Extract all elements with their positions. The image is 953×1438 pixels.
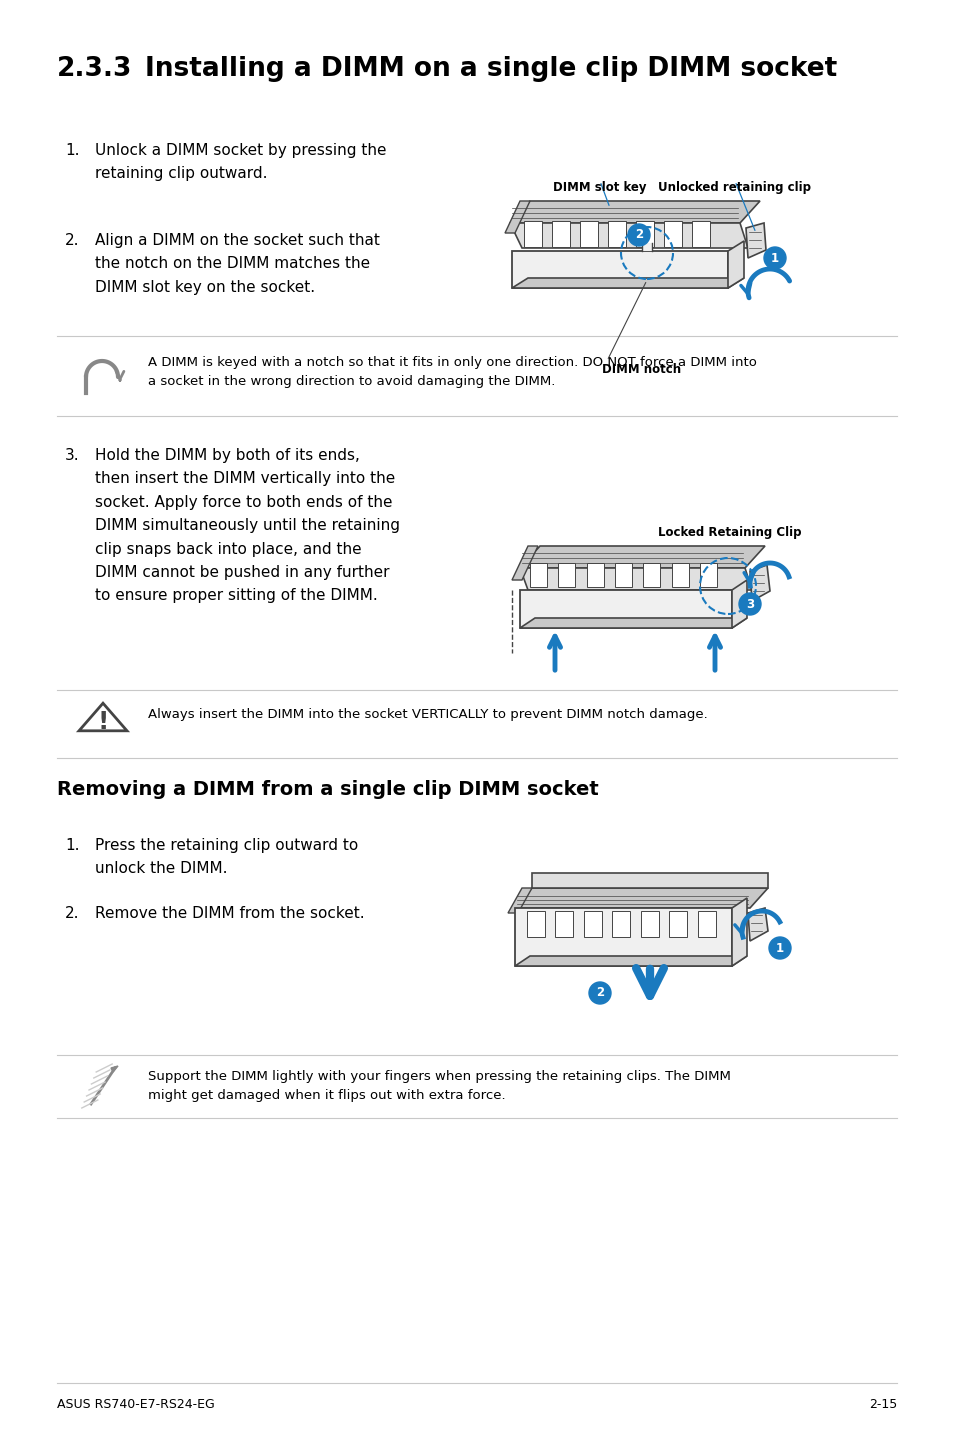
Bar [671, 564, 688, 587]
Text: 1.: 1. [65, 142, 79, 158]
Polygon shape [515, 956, 746, 966]
Polygon shape [727, 242, 743, 288]
Bar [698, 912, 716, 938]
Bar [636, 221, 654, 247]
Text: Support the DIMM lightly with your fingers when pressing the retaining clips. Th: Support the DIMM lightly with your finge… [148, 1070, 730, 1102]
Bar [640, 912, 659, 938]
Text: Installing a DIMM on a single clip DIMM socket: Installing a DIMM on a single clip DIMM … [145, 56, 837, 82]
Text: 3: 3 [745, 598, 753, 611]
Text: 1: 1 [775, 942, 783, 955]
Polygon shape [111, 1066, 118, 1071]
Polygon shape [519, 546, 764, 568]
Text: Always insert the DIMM into the socket VERTICALLY to prevent DIMM notch damage.: Always insert the DIMM into the socket V… [148, 707, 707, 720]
Bar [579, 221, 598, 247]
Bar [612, 912, 630, 938]
Text: Removing a DIMM from a single clip DIMM socket: Removing a DIMM from a single clip DIMM … [57, 779, 598, 800]
Polygon shape [731, 580, 746, 628]
Bar [583, 912, 601, 938]
Text: A DIMM is keyed with a notch so that it fits in only one direction. DO NOT force: A DIMM is keyed with a notch so that it … [148, 357, 756, 387]
Text: Press the retaining clip outward to
unlock the DIMM.: Press the retaining clip outward to unlo… [95, 838, 358, 876]
Circle shape [739, 592, 760, 615]
Polygon shape [731, 897, 746, 966]
Text: Locked Retaining Clip: Locked Retaining Clip [658, 526, 801, 539]
Bar [642, 564, 659, 587]
Bar [555, 912, 573, 938]
Polygon shape [507, 889, 532, 913]
Bar [700, 564, 717, 587]
Text: 2.: 2. [65, 233, 79, 247]
Bar [558, 564, 575, 587]
Bar [530, 564, 546, 587]
Polygon shape [510, 223, 747, 247]
Bar [526, 912, 544, 938]
Bar [552, 221, 569, 247]
Bar [641, 243, 651, 252]
Text: Align a DIMM on the socket such that
the notch on the DIMM matches the
DIMM slot: Align a DIMM on the socket such that the… [95, 233, 379, 295]
Text: 2: 2 [635, 229, 642, 242]
Text: 2: 2 [596, 986, 603, 999]
Polygon shape [515, 907, 731, 966]
Polygon shape [512, 252, 727, 288]
Circle shape [627, 224, 649, 246]
Polygon shape [515, 889, 767, 907]
Polygon shape [532, 873, 767, 889]
Polygon shape [747, 907, 767, 940]
Polygon shape [519, 618, 746, 628]
Bar [523, 221, 541, 247]
Text: 2.3.3: 2.3.3 [57, 56, 132, 82]
Text: ASUS RS740-E7-RS24-EG: ASUS RS740-E7-RS24-EG [57, 1398, 214, 1411]
Polygon shape [745, 223, 765, 257]
Circle shape [588, 982, 610, 1004]
Text: Unlocked retaining clip: Unlocked retaining clip [658, 181, 811, 194]
Text: Hold the DIMM by both of its ends,
then insert the DIMM vertically into the
sock: Hold the DIMM by both of its ends, then … [95, 449, 399, 604]
Bar [615, 564, 631, 587]
Polygon shape [519, 568, 751, 590]
Text: DIMM slot key: DIMM slot key [553, 181, 646, 194]
Polygon shape [749, 565, 769, 601]
Text: 1: 1 [770, 252, 779, 265]
Text: Unlock a DIMM socket by pressing the
retaining clip outward.: Unlock a DIMM socket by pressing the ret… [95, 142, 386, 181]
Text: Remove the DIMM from the socket.: Remove the DIMM from the socket. [95, 906, 364, 920]
Circle shape [768, 938, 790, 959]
Text: 2.: 2. [65, 906, 79, 920]
Text: 2-15: 2-15 [868, 1398, 896, 1411]
Text: 1.: 1. [65, 838, 79, 853]
Polygon shape [512, 546, 537, 580]
Bar [586, 564, 603, 587]
Polygon shape [504, 201, 530, 233]
Bar [663, 221, 681, 247]
Text: DIMM notch: DIMM notch [601, 362, 680, 375]
Polygon shape [519, 590, 731, 628]
Bar [669, 912, 687, 938]
Polygon shape [512, 278, 743, 288]
Text: !: ! [97, 710, 109, 735]
Bar [691, 221, 709, 247]
Circle shape [763, 247, 785, 269]
Bar [607, 221, 625, 247]
Polygon shape [79, 703, 127, 731]
Text: 3.: 3. [65, 449, 79, 463]
Polygon shape [510, 201, 760, 223]
